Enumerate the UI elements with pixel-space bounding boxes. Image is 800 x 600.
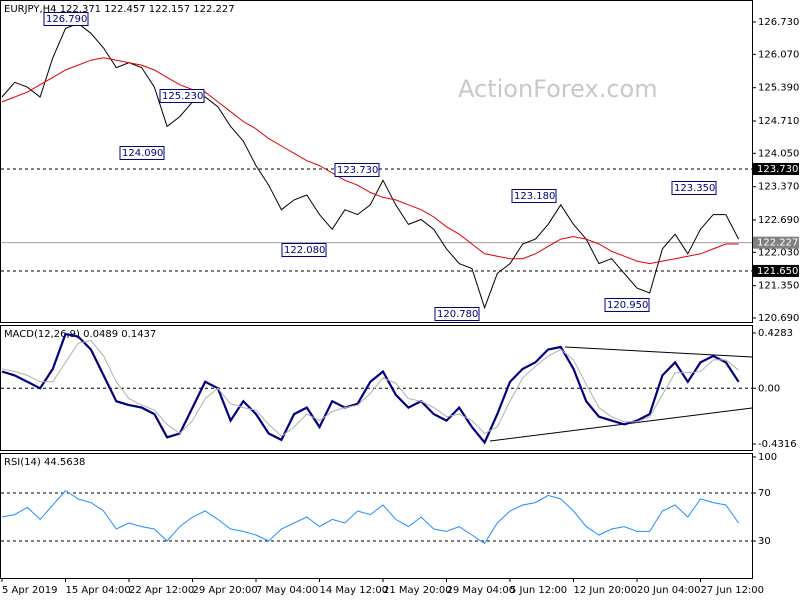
annotation-box xyxy=(434,307,480,321)
x-tick-label: 5 Apr 2019 xyxy=(2,585,57,596)
level-label-box xyxy=(753,236,799,249)
y-tick-label: 125.390 xyxy=(758,83,799,94)
annotation-box xyxy=(604,298,650,312)
macd-title: MACD(12,26,9) 0.0489 0.1437 xyxy=(4,329,156,340)
y-tick-label: 121.350 xyxy=(758,281,799,292)
y-tick-label: 126.730 xyxy=(758,17,799,28)
annotation-box xyxy=(119,146,165,160)
annotation: 126.790 xyxy=(46,14,87,25)
annotation-box xyxy=(671,181,717,195)
price-panel xyxy=(0,0,753,323)
y-tick-label: 124.050 xyxy=(758,148,799,159)
annotation: 122.080 xyxy=(284,245,325,256)
x-tick-label: 14 May 12:00 xyxy=(320,585,389,596)
y-tick-label: 124.710 xyxy=(758,116,799,127)
level-label: 123.730 xyxy=(757,164,798,175)
x-tick-label: 27 Jun 12:00 xyxy=(701,585,765,596)
annotation-box xyxy=(511,189,557,203)
level-label-box xyxy=(753,264,799,277)
annotation-box xyxy=(159,89,205,103)
x-tick-label: 15 Apr 04:00 xyxy=(66,585,131,596)
annotation: 125.230 xyxy=(162,91,203,102)
x-tick-label: 7 May 04:00 xyxy=(256,585,318,596)
watermark: ActionForex.com xyxy=(458,75,658,103)
annotation: 124.090 xyxy=(122,148,163,159)
series-line xyxy=(1,22,740,310)
level-label-box xyxy=(753,163,799,176)
trendline xyxy=(564,346,753,358)
annotation-box xyxy=(281,243,327,257)
series-line xyxy=(1,489,740,545)
annotation-box xyxy=(43,12,89,26)
y-tick-label: 122.030 xyxy=(758,247,799,258)
rsi-title: RSI(14) 44.5638 xyxy=(4,457,85,468)
rsi-panel xyxy=(0,453,753,579)
y-tick-label: 100 xyxy=(758,452,777,463)
x-tick-label: 5 Jun 12:00 xyxy=(510,585,567,596)
level-label: 122.227 xyxy=(757,238,798,249)
x-tick-label: 22 Apr 12:00 xyxy=(129,585,194,596)
y-tick-label: 70 xyxy=(758,488,771,499)
level-label: 121.650 xyxy=(757,266,798,277)
x-tick-label: 12 Jun 20:00 xyxy=(574,585,638,596)
x-tick-label: 20 Jun 04:00 xyxy=(637,585,701,596)
y-tick-label: 123.370 xyxy=(758,182,799,193)
series-line xyxy=(1,339,739,437)
chart-title: EURJPY,H4 122.371 122.457 122.157 122.22… xyxy=(4,4,235,15)
y-tick-label: 0.00 xyxy=(758,383,780,394)
annotation: 123.180 xyxy=(514,191,555,202)
series-line xyxy=(1,332,740,445)
y-tick-label: 126.070 xyxy=(758,49,799,60)
y-tick-label: 122.690 xyxy=(758,215,799,226)
annotation: 120.780 xyxy=(437,309,478,320)
x-tick-label: 29 Apr 20:00 xyxy=(193,585,258,596)
y-tick-label: 120.690 xyxy=(758,313,799,324)
x-tick-label: 29 May 04:00 xyxy=(447,585,516,596)
y-tick-label: 30 xyxy=(758,536,771,547)
annotation: 120.950 xyxy=(607,300,648,311)
y-tick-label: 0.4283 xyxy=(758,328,793,339)
x-tick-label: 21 May 20:00 xyxy=(383,585,452,596)
y-tick-label: -0.4316 xyxy=(758,439,797,450)
annotation-box xyxy=(334,163,380,177)
series-line xyxy=(1,57,739,265)
annotation: 123.350 xyxy=(674,183,715,194)
annotation: 123.730 xyxy=(337,165,378,176)
